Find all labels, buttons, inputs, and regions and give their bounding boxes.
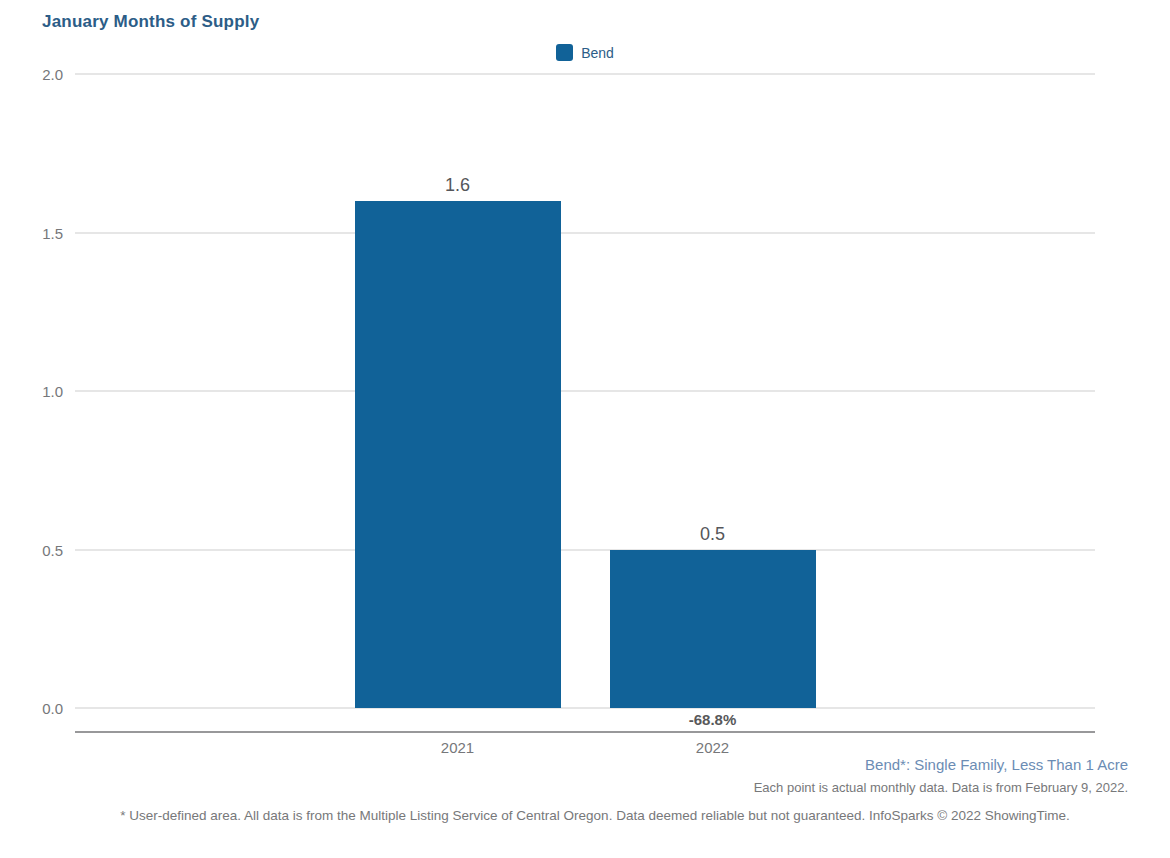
- y-tick-label: 1.5: [17, 224, 63, 241]
- data-note-footnote: Each point is actual monthly data. Data …: [754, 780, 1128, 795]
- bar-2021[interactable]: [355, 201, 561, 708]
- gridline: [75, 232, 1095, 234]
- change-percent-label: -68.8%: [689, 711, 737, 728]
- disclaimer-footnote: * User-defined area. All data is from th…: [30, 808, 1160, 823]
- bar-2022[interactable]: [610, 550, 816, 709]
- gridline: [75, 549, 1095, 551]
- bar-value-label: 1.6: [445, 175, 470, 196]
- y-tick-label: 2.0: [17, 66, 63, 83]
- legend-label: Bend: [581, 45, 614, 61]
- y-tick-label: 1.0: [17, 383, 63, 400]
- chart-page: January Months of Supply Bend 2.01.51.00…: [0, 0, 1170, 858]
- y-tick-label: 0.0: [17, 700, 63, 717]
- chart-title: January Months of Supply: [42, 12, 259, 32]
- gridline: [75, 390, 1095, 392]
- y-tick-label: 0.5: [17, 541, 63, 558]
- gridline: [75, 707, 1095, 709]
- legend: Bend: [0, 44, 1170, 61]
- legend-swatch-icon: [556, 44, 573, 61]
- bar-chart-plot: 2.01.51.00.50.01.620210.5-68.8%2022: [75, 74, 1095, 708]
- x-axis-label: 2022: [696, 739, 729, 756]
- bar-value-label: 0.5: [700, 524, 725, 545]
- gridline: [75, 73, 1095, 75]
- x-axis-line: [75, 731, 1095, 733]
- series-definition-footnote: Bend*: Single Family, Less Than 1 Acre: [865, 756, 1128, 773]
- legend-item-bend[interactable]: Bend: [556, 44, 614, 61]
- x-axis-label: 2021: [441, 739, 474, 756]
